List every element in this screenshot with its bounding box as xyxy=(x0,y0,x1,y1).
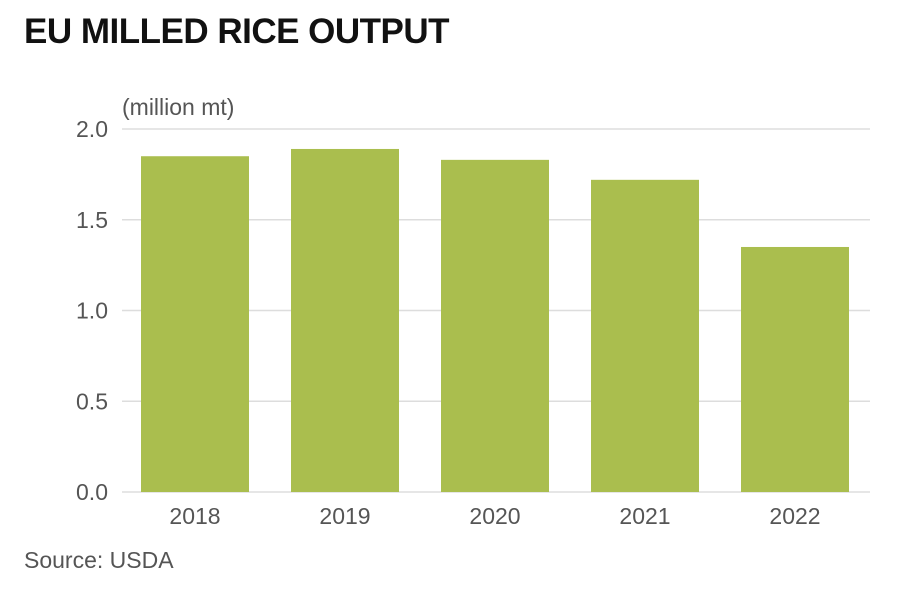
bars xyxy=(141,148,849,493)
y-tick-label: 2.0 xyxy=(76,116,108,142)
x-tick-label-2019: 2019 xyxy=(319,503,370,529)
y-tick-label: 1.5 xyxy=(76,207,108,233)
chart-title: EU MILLED RICE OUTPUT xyxy=(24,12,450,51)
y-axis-unit-label: (million mt) xyxy=(122,94,234,120)
y-tick-label: 1.0 xyxy=(76,298,108,324)
bar-2021 xyxy=(591,179,699,492)
x-tick-label-2020: 2020 xyxy=(469,503,520,529)
bar-2022 xyxy=(741,246,849,492)
bar-2020 xyxy=(441,159,549,493)
y-axis-ticks: 0.0 0.5 1.0 1.5 2.0 xyxy=(76,116,108,505)
x-axis-labels: 2018 2019 2020 2021 2022 xyxy=(169,503,820,529)
y-tick-label: 0.0 xyxy=(76,479,108,505)
x-tick-label-2021: 2021 xyxy=(619,503,670,529)
y-tick-label: 0.5 xyxy=(76,388,108,414)
x-tick-label-2022: 2022 xyxy=(769,503,820,529)
bar-2019 xyxy=(291,148,399,492)
x-tick-label-2018: 2018 xyxy=(169,503,220,529)
bar-2018 xyxy=(141,156,249,492)
source-note: Source: USDA xyxy=(24,547,174,573)
